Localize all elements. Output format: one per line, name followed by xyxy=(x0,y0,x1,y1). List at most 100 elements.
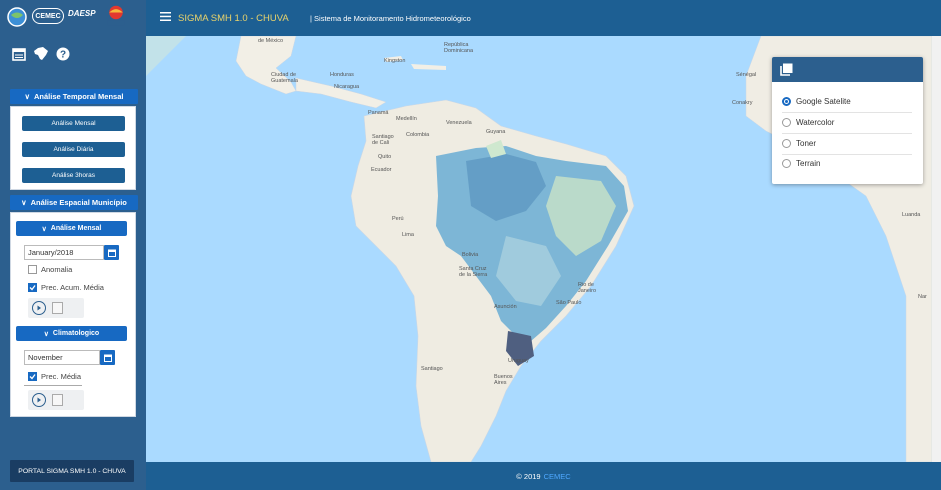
calendar-icon[interactable] xyxy=(12,47,26,61)
cemec-logo: CEMEC xyxy=(32,8,64,24)
app-subtitle: | Sistema de Monitoramento Hidrometeorol… xyxy=(310,14,471,23)
layer-option-watercolor[interactable]: Watercolor xyxy=(782,118,834,127)
espacial-panel: ∨ Análise Mensal January/2018 Anomalia P… xyxy=(10,212,136,417)
chevron-down-icon: ∨ xyxy=(21,198,27,207)
radio-button[interactable] xyxy=(782,118,791,127)
espacial-section-title: Análise Espacial Município xyxy=(30,198,127,207)
chevron-down-icon: ∨ xyxy=(41,225,47,233)
map-label: Luanda xyxy=(902,212,921,218)
layer-label: Google Satelite xyxy=(796,97,851,106)
map-label: Asunción xyxy=(494,304,517,310)
check-icon xyxy=(29,374,36,380)
layer-label: Watercolor xyxy=(796,118,835,127)
calendar-icon xyxy=(107,249,116,257)
chevron-down-icon: ∨ xyxy=(24,92,31,101)
map-label: Perú xyxy=(392,216,404,222)
layer-label: Toner xyxy=(796,139,817,148)
map-label: Buenos Aires xyxy=(494,374,513,386)
map-label: Rio de Janeiro xyxy=(578,282,597,294)
layer-label: Terrain xyxy=(796,159,821,168)
map-label: Sénégal xyxy=(736,72,757,78)
anomalia-checkbox[interactable]: Anomalia xyxy=(28,265,72,274)
divider xyxy=(24,385,82,386)
calendar-picker-button[interactable] xyxy=(104,245,119,260)
layer-option-google-satelite[interactable]: Google Satelite xyxy=(782,97,851,106)
clima-playback-controls xyxy=(28,390,84,410)
analise-3horas-button[interactable]: Análise 3horas xyxy=(22,168,125,183)
radio-button[interactable] xyxy=(782,139,791,148)
play-icon[interactable] xyxy=(32,393,46,407)
calendar-picker-button[interactable] xyxy=(100,350,115,365)
map-label: Santiago de Cali xyxy=(372,134,394,146)
mensal-playback-controls xyxy=(28,298,84,318)
checkbox-box[interactable] xyxy=(28,372,37,381)
analise-mensal-button[interactable]: Análise Mensal xyxy=(22,116,125,131)
prec-media-label: Prec. Média xyxy=(41,372,82,381)
daesp-logo: DAESP xyxy=(68,9,96,18)
analise-diaria-button[interactable]: Análise Diária xyxy=(22,142,125,157)
copyright-text: © 2019 xyxy=(516,471,541,481)
map-label: Santa Cruz de la Sierra xyxy=(459,266,488,278)
layers-icon[interactable] xyxy=(780,63,793,76)
anomalia-label: Anomalia xyxy=(41,265,73,274)
app-footer: © 2019 CEMEC xyxy=(146,462,941,490)
radio-button[interactable] xyxy=(782,159,791,168)
map-label: Ciudad de Guatemala xyxy=(271,72,298,84)
map-view[interactable]: de México Ciudad de Guatemala Honduras N… xyxy=(146,36,932,462)
layer-option-terrain[interactable]: Terrain xyxy=(782,159,820,168)
map-label: Medellín xyxy=(396,116,417,122)
portal-button[interactable]: PORTAL SIGMA SMH 1.0 - CHUVA xyxy=(10,460,134,482)
play-icon[interactable] xyxy=(32,301,46,315)
map-label: de México xyxy=(258,38,284,44)
calendar-icon xyxy=(103,354,112,362)
map-label: Nar xyxy=(918,294,927,300)
terrama-logo xyxy=(107,5,125,26)
climatologico-subheader[interactable]: ∨ Climatologico xyxy=(16,326,127,341)
map-label: Colombia xyxy=(406,132,430,138)
brazil-map-icon[interactable] xyxy=(33,46,49,61)
divider xyxy=(782,154,912,155)
cemec-link[interactable]: CEMEC xyxy=(543,471,571,481)
sidebar-toolbar: ? xyxy=(12,46,70,61)
divider xyxy=(782,133,912,134)
map-label: Quito xyxy=(378,154,392,160)
map-label: Uruguay xyxy=(508,358,529,364)
analise-mensal-subtitle: Análise Mensal xyxy=(50,225,102,232)
broken-image-icon xyxy=(52,302,63,314)
layer-switcher: Google Satelite Watercolor Toner Terrain xyxy=(772,57,923,184)
map-label: Conakry xyxy=(732,100,753,106)
analise-mensal-subheader[interactable]: ∨ Análise Mensal xyxy=(16,221,127,236)
espacial-section-header[interactable]: ∨ Análise Espacial Município xyxy=(10,195,138,210)
help-icon[interactable]: ? xyxy=(56,47,70,61)
climatologico-subtitle: Climatologico xyxy=(52,330,100,337)
month-year-input[interactable]: January/2018 xyxy=(24,245,104,260)
radio-button[interactable] xyxy=(782,97,791,106)
layer-switcher-header xyxy=(772,57,923,82)
hamburger-menu-icon[interactable] xyxy=(160,12,171,21)
map-label: Lima xyxy=(402,232,414,238)
chevron-down-icon: ∨ xyxy=(43,330,49,338)
temporal-section-header[interactable]: ∨ Análise Temporal Mensal xyxy=(10,89,138,104)
app-title: SIGMA SMH 1.0 - CHUVA xyxy=(178,13,289,24)
map-label: Honduras xyxy=(330,72,354,78)
map-label: São Paulo xyxy=(556,300,582,306)
prec-acum-media-label: Prec. Acum. Média xyxy=(41,283,104,292)
logo-bar: CEMEC DAESP xyxy=(0,0,146,36)
page-scrollbar[interactable] xyxy=(932,36,941,462)
month-input[interactable]: November xyxy=(24,350,100,365)
temporal-section-title: Análise Temporal Mensal xyxy=(34,92,124,101)
map-label: Guyana xyxy=(486,129,506,135)
temporal-panel: Análise Mensal Análise Diária Análise 3h… xyxy=(10,106,136,190)
prec-media-checkbox[interactable]: Prec. Média xyxy=(28,372,81,381)
map-label: Panamá xyxy=(368,110,389,116)
svg-text:?: ? xyxy=(60,49,66,60)
checkbox-box[interactable] xyxy=(28,265,37,274)
prec-acum-media-checkbox[interactable]: Prec. Acum. Média xyxy=(28,283,104,292)
map-label: Venezuela xyxy=(446,120,472,126)
divider xyxy=(782,112,912,113)
map-label: Bolivia xyxy=(462,252,479,258)
layer-option-toner[interactable]: Toner xyxy=(782,139,816,148)
checkbox-box[interactable] xyxy=(28,283,37,292)
broken-image-icon xyxy=(52,394,63,406)
map-label: Ecuador xyxy=(371,167,392,173)
